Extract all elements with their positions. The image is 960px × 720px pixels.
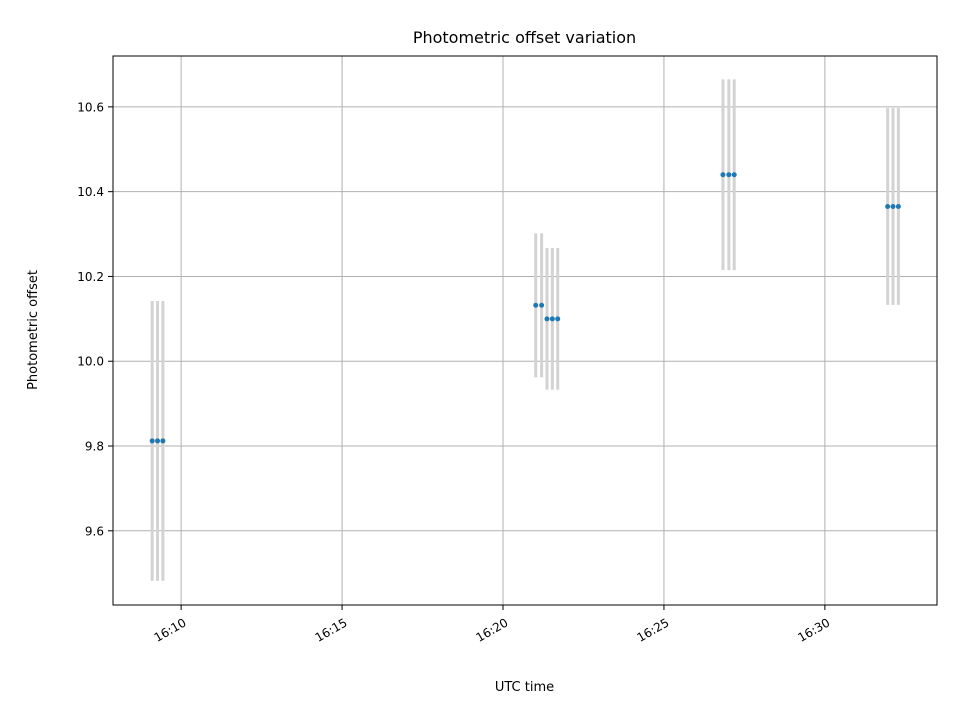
data-point bbox=[895, 203, 901, 209]
grid bbox=[113, 56, 937, 605]
data-point bbox=[731, 172, 737, 178]
x-tick-label: 16:30 bbox=[795, 615, 832, 644]
x-axis-label: UTC time bbox=[495, 680, 554, 695]
chart-title: Photometric offset variation bbox=[413, 28, 636, 47]
data-point bbox=[726, 172, 732, 178]
x-tick-label: 16:15 bbox=[313, 615, 350, 644]
data-points bbox=[149, 172, 901, 444]
x-tick-label: 16:25 bbox=[634, 615, 671, 644]
plot-frame bbox=[112, 55, 938, 606]
data-point bbox=[160, 438, 166, 444]
y-tick-label: 9.8 bbox=[85, 440, 104, 454]
data-point bbox=[885, 203, 891, 209]
x-tick-label: 16:10 bbox=[152, 615, 189, 644]
y-tick-label: 10.2 bbox=[77, 270, 104, 284]
y-tick-label: 9.6 bbox=[85, 524, 104, 538]
data-point bbox=[533, 302, 539, 308]
y-tick-label: 10.0 bbox=[77, 355, 104, 369]
y-tick-label: 10.6 bbox=[77, 100, 104, 114]
data-point bbox=[155, 438, 161, 444]
error-bars bbox=[150, 79, 900, 581]
data-point bbox=[890, 203, 896, 209]
x-tick-label: 16:20 bbox=[474, 615, 511, 644]
data-point bbox=[544, 316, 550, 322]
data-point bbox=[720, 172, 726, 178]
data-point bbox=[539, 302, 545, 308]
data-point bbox=[149, 438, 155, 444]
data-point bbox=[549, 316, 555, 322]
y-axis-label: Photometric offset bbox=[26, 270, 41, 390]
y-tick-label: 10.4 bbox=[77, 185, 104, 199]
data-point bbox=[555, 316, 561, 322]
axis-ticks: 16:10 16:15 16:20 16:25 16:30 9.6 9.8 10.0 10.2 1… bbox=[77, 100, 832, 645]
